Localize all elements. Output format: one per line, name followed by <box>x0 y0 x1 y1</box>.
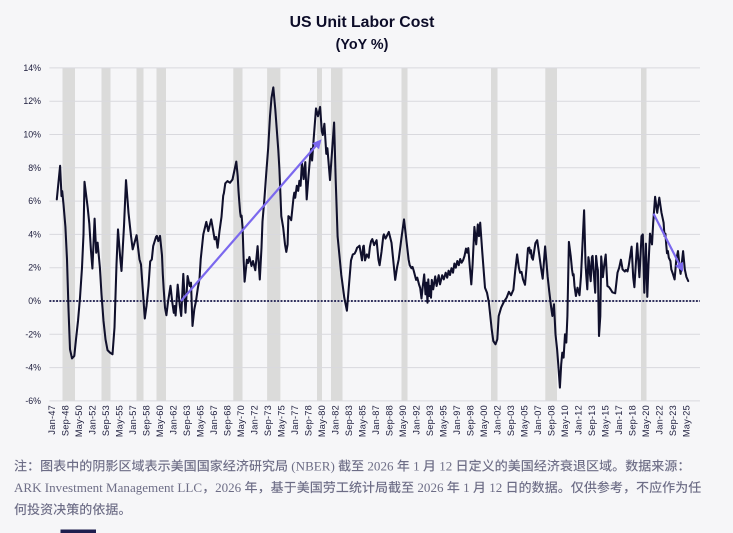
svg-text:2%: 2% <box>28 263 41 273</box>
svg-text:Sep-53: Sep-53 <box>101 405 111 436</box>
svg-text:2026: 2026 <box>417 480 444 495</box>
svg-text:10%: 10% <box>23 130 41 140</box>
svg-text:Sep-18: Sep-18 <box>628 405 638 436</box>
svg-text:Sep-08: Sep-08 <box>547 405 557 436</box>
svg-text:-4%: -4% <box>25 363 41 373</box>
svg-text:Jan-82: Jan-82 <box>331 405 341 435</box>
svg-text:May-80: May-80 <box>317 405 327 437</box>
svg-text:Jan-52: Jan-52 <box>88 405 98 435</box>
svg-text:-6%: -6% <box>25 396 41 406</box>
svg-text:Sep-73: Sep-73 <box>263 405 273 436</box>
svg-text:May-10: May-10 <box>560 405 570 437</box>
svg-text:Jan-02: Jan-02 <box>493 405 503 435</box>
svg-text:May-25: May-25 <box>682 405 692 437</box>
svg-text:Sep-63: Sep-63 <box>182 405 192 436</box>
svg-text:0%: 0% <box>28 296 41 306</box>
svg-text:Sep-88: Sep-88 <box>385 405 395 436</box>
svg-text:Sep-48: Sep-48 <box>61 405 71 436</box>
svg-text:ARK Investment Management LLC: ARK Investment Management LLC <box>14 480 202 495</box>
svg-text:May-90: May-90 <box>398 405 408 437</box>
svg-text:4%: 4% <box>28 229 41 239</box>
svg-text:May-50: May-50 <box>74 405 84 437</box>
svg-text:Sep-58: Sep-58 <box>142 405 152 436</box>
svg-text:Jan-22: Jan-22 <box>655 405 665 435</box>
svg-text:12: 12 <box>439 459 452 474</box>
svg-text:May-75: May-75 <box>277 405 287 437</box>
svg-text:Sep-93: Sep-93 <box>425 405 435 436</box>
svg-text:12%: 12% <box>23 96 41 106</box>
svg-text:Jan-72: Jan-72 <box>250 405 260 435</box>
svg-text:May-55: May-55 <box>115 405 125 437</box>
svg-text:May-85: May-85 <box>358 405 368 437</box>
svg-text:Sep-98: Sep-98 <box>466 405 476 436</box>
svg-text:Jan-62: Jan-62 <box>169 405 179 435</box>
svg-text:Sep-78: Sep-78 <box>304 405 314 436</box>
svg-text:2026: 2026 <box>215 480 242 495</box>
svg-text:8%: 8% <box>28 163 41 173</box>
svg-text:12: 12 <box>489 480 502 495</box>
svg-text:(NBER): (NBER) <box>291 459 335 474</box>
svg-text:US Unit Labor Cost: US Unit Labor Cost <box>290 14 436 31</box>
svg-text:May-15: May-15 <box>601 405 611 437</box>
svg-text:Jan-67: Jan-67 <box>209 405 219 435</box>
svg-text:Jan-87: Jan-87 <box>371 405 381 435</box>
svg-text:May-20: May-20 <box>641 405 651 437</box>
svg-text:Jan-12: Jan-12 <box>574 405 584 435</box>
svg-text:May-05: May-05 <box>520 405 530 437</box>
svg-text:6%: 6% <box>28 196 41 206</box>
svg-text:Sep-83: Sep-83 <box>344 405 354 436</box>
svg-text:Sep-03: Sep-03 <box>506 405 516 436</box>
svg-text:Sep-23: Sep-23 <box>668 405 678 436</box>
svg-text:(YoY %): (YoY %) <box>336 37 389 53</box>
svg-text:1: 1 <box>413 459 420 474</box>
svg-text:Sep-68: Sep-68 <box>223 405 233 436</box>
svg-text:Sep-13: Sep-13 <box>587 405 597 436</box>
svg-text:14%: 14% <box>23 63 41 73</box>
svg-text:May-95: May-95 <box>439 405 449 437</box>
svg-text:Jan-47: Jan-47 <box>47 405 57 435</box>
svg-text:Jan-17: Jan-17 <box>614 405 624 435</box>
svg-text:May-65: May-65 <box>196 405 206 437</box>
svg-text:-2%: -2% <box>25 329 41 339</box>
svg-text:2026: 2026 <box>367 459 394 474</box>
svg-text:May-70: May-70 <box>236 405 246 437</box>
svg-text:May-00: May-00 <box>479 405 489 437</box>
svg-text:Jan-92: Jan-92 <box>412 405 422 435</box>
svg-text:Jan-97: Jan-97 <box>452 405 462 435</box>
svg-text:May-60: May-60 <box>155 405 165 437</box>
svg-text:Jan-07: Jan-07 <box>533 405 543 435</box>
svg-text:Jan-57: Jan-57 <box>128 405 138 435</box>
svg-text:1: 1 <box>463 480 470 495</box>
svg-text:Jan-77: Jan-77 <box>290 405 300 435</box>
